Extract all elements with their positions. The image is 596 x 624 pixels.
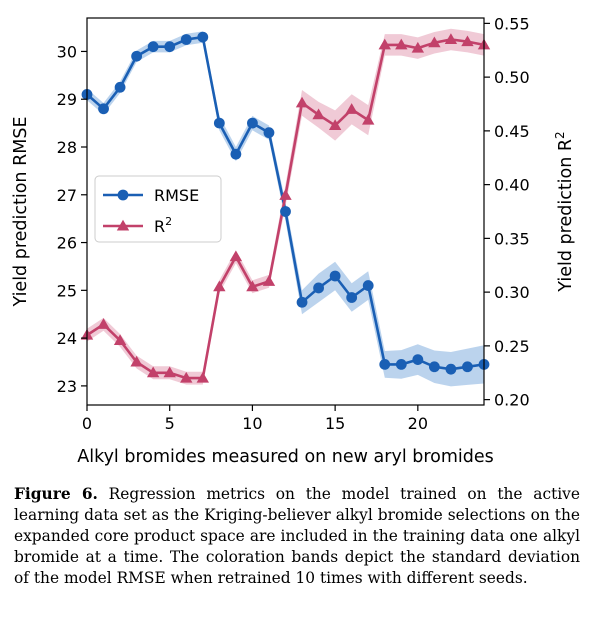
point-rmse <box>230 148 242 160</box>
y-right-tick-label: 0.35 <box>494 229 530 248</box>
point-rmse <box>197 31 209 43</box>
x-axis-ticks: 0 5 10 15 20 <box>82 405 428 433</box>
point-rmse <box>362 280 374 291</box>
y-right-axis-ticks: 0.20 0.25 0.30 0.35 0.40 0.45 0.50 0.55 <box>484 14 530 410</box>
point-rmse <box>180 34 192 45</box>
y-right-axis-label-main: Yield prediction R <box>556 139 576 293</box>
x-tick-label: 5 <box>165 414 175 433</box>
point-rmse <box>428 361 440 373</box>
point-r <box>428 36 441 48</box>
point-r <box>163 366 176 378</box>
point-r <box>146 366 160 378</box>
point-rmse <box>296 296 308 308</box>
point-rmse <box>412 354 424 366</box>
x-tick-label: 15 <box>325 414 345 433</box>
y-left-tick-label: 29 <box>57 90 77 109</box>
point-r <box>362 113 375 125</box>
point-r <box>113 334 127 345</box>
point-r <box>295 96 309 108</box>
y-right-tick-label: 0.20 <box>494 391 530 410</box>
point-rmse <box>164 41 176 53</box>
point-r <box>378 38 391 50</box>
y-right-tick-label: 0.40 <box>494 176 530 195</box>
point-rmse <box>445 363 457 375</box>
y-right-tick-label: 0.45 <box>494 122 530 141</box>
y-left-axis-label: Yield prediction RMSE <box>11 116 31 307</box>
y-left-axis-ticks: 23 24 25 26 27 28 29 30 <box>57 42 87 396</box>
legend-marker-r <box>116 219 130 231</box>
point-r <box>262 275 276 286</box>
point-rmse <box>213 117 225 129</box>
point-rmse <box>395 358 407 370</box>
point-r <box>213 280 226 292</box>
point-r <box>196 371 209 383</box>
point-r <box>312 108 325 120</box>
legend-marker-rmse <box>117 189 129 201</box>
y-left-tick-label: 30 <box>57 42 77 61</box>
x-tick-label: 10 <box>242 414 262 433</box>
point-rmse <box>346 292 358 303</box>
point-r <box>395 38 408 50</box>
legend: RMSE R2 <box>94 175 222 243</box>
y-left-tick-label: 27 <box>57 186 77 205</box>
point-r <box>97 318 110 329</box>
y-left-tick-label: 28 <box>57 138 77 157</box>
caption-label: Figure 6. <box>14 485 98 503</box>
point-rmse <box>147 41 159 53</box>
point-rmse <box>462 361 473 373</box>
point-rmse <box>98 103 109 115</box>
y-right-axis-label: Yield prediction R2 <box>553 131 576 292</box>
caption-text: Regression metrics on the model trained … <box>14 485 580 587</box>
point-r <box>229 250 243 262</box>
x-tick-label: 20 <box>408 414 428 433</box>
plot-frame <box>86 17 485 406</box>
point-rmse <box>329 270 341 282</box>
point-rmse <box>131 50 143 62</box>
point-r <box>461 35 474 47</box>
point-r <box>279 189 292 200</box>
y-left-tick-label: 26 <box>57 234 77 253</box>
y-right-tick-label: 0.50 <box>494 68 530 87</box>
legend-label-r: R2 <box>154 215 172 236</box>
point-r <box>180 371 193 383</box>
y-right-tick-label: 0.30 <box>494 283 530 302</box>
point-r <box>130 355 143 367</box>
point-rmse <box>247 117 258 129</box>
point-r <box>345 103 358 114</box>
legend-label-rmse: RMSE <box>154 186 199 205</box>
y-left-tick-label: 24 <box>57 329 77 348</box>
y-right-axis-label-sup: 2 <box>553 131 567 139</box>
series-markers <box>80 31 491 383</box>
point-r <box>444 33 458 44</box>
figure-caption: Figure 6. Regression metrics on the mode… <box>14 484 580 589</box>
x-tick-label: 0 <box>82 414 92 433</box>
x-axis-label: Alkyl bromides measured on new aryl brom… <box>77 447 494 467</box>
y-right-tick-label: 0.55 <box>494 14 530 33</box>
y-right-tick-label: 0.25 <box>494 337 530 356</box>
point-r <box>246 280 259 292</box>
point-rmse <box>114 81 126 93</box>
point-rmse <box>263 127 275 139</box>
point-r <box>328 119 342 130</box>
point-rmse <box>280 206 291 217</box>
y-left-tick-label: 25 <box>57 281 77 300</box>
y-left-tick-label: 23 <box>57 377 77 396</box>
point-rmse <box>313 282 324 294</box>
point-r <box>411 41 425 53</box>
point-rmse <box>379 358 391 370</box>
